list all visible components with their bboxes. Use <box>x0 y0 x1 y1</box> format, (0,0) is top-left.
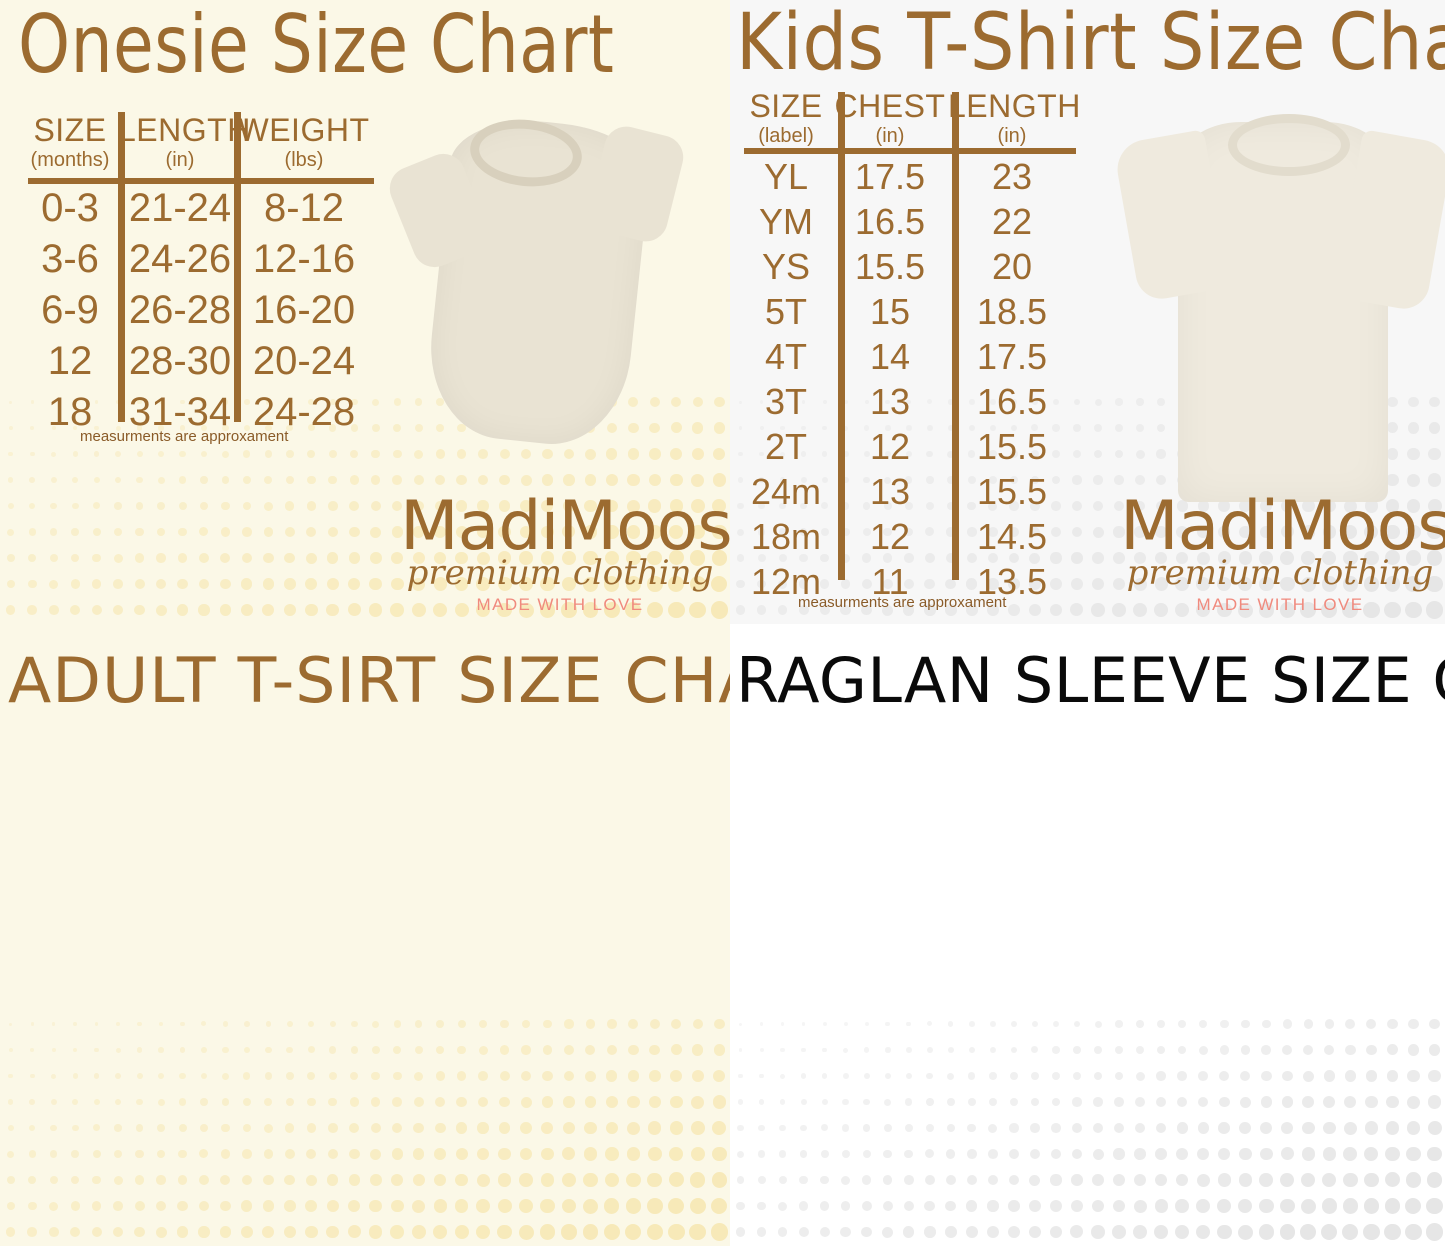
column-header-sub: (in) <box>875 125 905 147</box>
column-header-sub: (label) <box>758 125 814 147</box>
column-header-sub: (in) <box>165 149 195 171</box>
onesie-approximation-note: measurments are approxament <box>80 428 289 445</box>
table-cell: 18m <box>750 516 822 557</box>
column-header: LENGTH (in) <box>118 112 251 172</box>
column-header: CHEST (in) <box>830 88 950 148</box>
table-cell: 15 <box>869 291 911 332</box>
column-header-main: LENGTH <box>118 112 251 148</box>
kids-approximation-note: measurments are approxament <box>798 594 1007 611</box>
table-cell: 20-24 <box>252 339 356 383</box>
column-header-sub: (lbs) <box>284 149 324 171</box>
kids-title: Kids T-Shirt Size Chart <box>736 0 1445 88</box>
onesie-title: Onesie Size Chart <box>18 0 615 91</box>
table-cell: 5T <box>764 291 807 332</box>
table-cell: 2T <box>764 426 807 467</box>
column-header-sub: (in) <box>997 125 1027 147</box>
brand-name: MadiMoosh <box>400 487 730 566</box>
table-cell: 12-16 <box>252 237 356 281</box>
table-cell: 20 <box>991 246 1033 287</box>
table-cell: 15.5 <box>976 426 1048 467</box>
table-cell: 17.5 <box>854 156 926 197</box>
column-header-sub: (months) <box>30 149 110 171</box>
header-rule <box>744 148 1076 154</box>
column-divider <box>952 92 959 580</box>
table-cell: YS <box>761 246 811 287</box>
adult-size-table: SIZE(label)CHEST(in)LENGTH(in)S1828M2029… <box>0 624 730 1246</box>
table-cell: 24m <box>750 471 822 512</box>
table-cell: 3-6 <box>41 237 99 281</box>
table-cell: 15.5 <box>976 471 1048 512</box>
table-cell: 17.5 <box>976 336 1048 377</box>
brand-love-text: MADE WITH LOVE <box>476 594 644 614</box>
kids-tshirt-image <box>1112 100 1445 520</box>
table-cell: 22 <box>991 201 1033 242</box>
column-header-main: SIZE <box>33 112 107 148</box>
column-divider <box>838 92 845 580</box>
table-cell: 13 <box>869 471 911 512</box>
halftone-dots-adult <box>0 1011 730 1246</box>
table-cell: 16-20 <box>252 288 356 332</box>
column-header: SIZE (months) <box>18 112 122 172</box>
column-divider <box>234 112 241 422</box>
column-header-main: WEIGHT <box>238 112 370 148</box>
panel-onesie: Onesie Size Chart SIZE (months) LENGTH (in)… <box>0 0 730 624</box>
table-cell: 16.5 <box>854 201 926 242</box>
table-cell: 6-9 <box>41 288 99 332</box>
table-cell: 12 <box>869 516 911 557</box>
table-cell: 24-26 <box>128 237 232 281</box>
table-cell: 18.5 <box>976 291 1048 332</box>
raglan-size-table: SIZE(label)CHEST(in)LENGTH(in)2T12163T13… <box>730 624 1445 1246</box>
table-cell: 16.5 <box>976 381 1048 422</box>
halftone-dots-raglan <box>730 1011 1445 1246</box>
brand-tagline: premium clothing <box>406 552 714 593</box>
raglan-title: RAGLAN SLEEVE SIZE CHART <box>736 644 1445 717</box>
brand-tagline: premium clothing <box>1126 552 1434 593</box>
column-header-main: SIZE <box>749 88 823 124</box>
table-cell: 15.5 <box>854 246 926 287</box>
table-cell: 12 <box>869 426 911 467</box>
table-cell: 14 <box>869 336 911 377</box>
table-cell: 21-24 <box>128 186 232 230</box>
table-cell: 4T <box>764 336 807 377</box>
table-cell: 26-28 <box>128 288 232 332</box>
table-cell: 0-3 <box>41 186 99 230</box>
panel-adult: ADULT T-SIRT SIZE CHART SIZE(label)CHEST… <box>0 624 730 1246</box>
table-cell: YL <box>763 156 809 197</box>
column-header: SIZE (label) <box>738 88 834 148</box>
table-cell: 12 <box>47 339 93 383</box>
column-header-main: CHEST <box>834 88 946 124</box>
header-rule <box>28 178 374 184</box>
column-header: WEIGHT (lbs) <box>238 112 370 172</box>
brand-name: MadiMoosh <box>1120 487 1445 566</box>
table-cell: YM <box>759 201 813 242</box>
brand-love-text: MADE WITH LOVE <box>1196 594 1364 614</box>
table-cell: 8-12 <box>263 186 345 230</box>
column-header-main: LENGTH <box>948 88 1081 124</box>
column-divider <box>118 112 125 422</box>
table-cell: 28-30 <box>128 339 232 383</box>
baby-onesie-image <box>383 100 688 452</box>
brand-logo-onesie: MadiMoosh premium clothing MADE WITH LOV… <box>400 487 730 615</box>
brand-logo-kids: MadiMoosh premium clothing MADE WITH LOV… <box>1120 487 1445 615</box>
table-cell: 3T <box>764 381 807 422</box>
adult-title: ADULT T-SIRT SIZE CHART <box>8 644 730 717</box>
table-cell: 13 <box>869 381 911 422</box>
table-cell: 14.5 <box>976 516 1048 557</box>
panel-kids: Kids T-Shirt Size Chart SIZE (label) CHEST… <box>730 0 1445 624</box>
panel-raglan: RAGLAN SLEEVE SIZE CHART SIZE(label)CHES… <box>730 624 1445 1246</box>
column-header: LENGTH (in) <box>948 88 1081 148</box>
table-cell: 23 <box>991 156 1033 197</box>
